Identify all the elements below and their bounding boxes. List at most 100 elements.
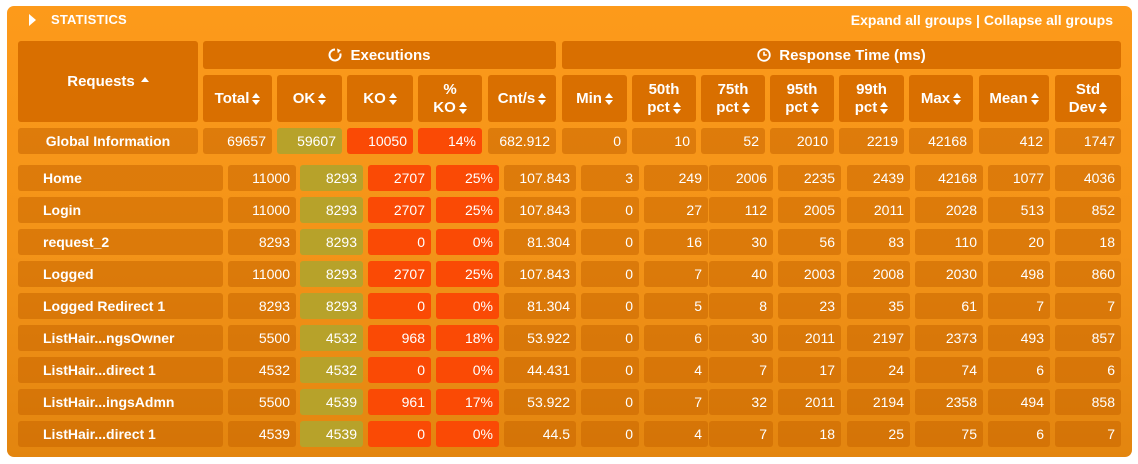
- row-min-cell: 0: [581, 229, 639, 255]
- sort-arrows-icon: [538, 92, 547, 105]
- executions-group-header: Executions: [203, 41, 556, 69]
- row-total-cell: 4539: [228, 421, 296, 447]
- global-p99-cell: 2219: [839, 128, 904, 154]
- request-name-link[interactable]: ListHair...direct 1: [18, 421, 223, 447]
- column-header-p99[interactable]: 99th pct: [839, 75, 904, 122]
- row-min-cell: 0: [581, 293, 639, 319]
- request-name-link[interactable]: Home: [18, 165, 223, 191]
- row-mean-cell: 7: [988, 293, 1050, 319]
- column-header-text: 75th: [717, 80, 749, 98]
- row-mean-cell: 6: [988, 357, 1050, 383]
- column-header-std-dev[interactable]: Std Dev: [1055, 75, 1121, 122]
- row-ko-cell: 0: [368, 421, 431, 447]
- row-p99-cell: 2008: [847, 261, 910, 287]
- requests-column-header[interactable]: Requests: [18, 41, 198, 122]
- row-cnt-cell: 107.843: [504, 197, 576, 223]
- row-std-dev-cell: 852: [1055, 197, 1121, 223]
- column-header-text: %: [443, 80, 457, 98]
- group-links: Expand all groups | Collapse all groups: [851, 12, 1113, 28]
- row-min-cell: 0: [581, 389, 639, 415]
- row-mean-cell: 498: [988, 261, 1050, 287]
- request-name-link[interactable]: request_2: [18, 229, 223, 255]
- column-header-max[interactable]: Max: [909, 75, 973, 122]
- row-cnt-cell: 107.843: [504, 165, 576, 191]
- column-header-label-max: Max: [921, 90, 962, 108]
- column-header-ok[interactable]: OK: [277, 75, 342, 122]
- row-ok-cell: 8293: [300, 165, 363, 191]
- response-time-label: Response Time (ms): [779, 46, 926, 64]
- request-name-link[interactable]: Logged Redirect 1: [18, 293, 223, 319]
- row-ko-cell: 0: [368, 293, 431, 319]
- row-total-cell: 5500: [228, 389, 296, 415]
- column-header-cnt-per-sec[interactable]: Cnt/s: [488, 75, 556, 122]
- sort-arrows-icon: [810, 101, 819, 114]
- request-name-link[interactable]: ListHair...direct 1: [18, 357, 223, 383]
- column-header-mean[interactable]: Mean: [979, 75, 1049, 122]
- column-header-p75[interactable]: 75th pct: [701, 75, 765, 122]
- row-ko-cell: 2707: [368, 197, 431, 223]
- row-min-cell: 0: [581, 197, 639, 223]
- sort-arrows-icon: [604, 92, 613, 105]
- row-p95-cell: 23: [778, 293, 841, 319]
- column-header-text: 50th: [648, 80, 680, 98]
- row-p75-cell: 112: [709, 197, 773, 223]
- column-header-text: pct: [854, 98, 878, 116]
- request-name-link[interactable]: ListHair...ngsOwner: [18, 325, 223, 351]
- row-total-cell: 11000: [228, 197, 296, 223]
- column-header-total[interactable]: Total: [203, 75, 272, 122]
- row-ko-pct-cell: 25%: [436, 261, 499, 287]
- column-header-label-std-dev: Std Dev: [1069, 81, 1108, 117]
- row-ok-cell: 4532: [300, 325, 363, 351]
- collapse-all-groups-link[interactable]: Collapse all groups: [983, 12, 1113, 28]
- row-p50-cell: 249: [644, 165, 708, 191]
- request-name-link[interactable]: Logged: [18, 261, 223, 287]
- row-ok-cell: 4539: [300, 389, 363, 415]
- global-total-cell: 69657: [203, 128, 272, 154]
- column-header-text: Std: [1075, 80, 1101, 98]
- expand-all-groups-link[interactable]: Expand all groups: [850, 12, 973, 28]
- row-ko-cell: 2707: [368, 165, 431, 191]
- requests-header-label: Requests: [67, 72, 135, 90]
- column-header-text: pct: [647, 98, 670, 116]
- column-header-ko-pct[interactable]: % KO: [418, 75, 482, 122]
- column-header-text: Mean: [989, 89, 1028, 107]
- request-name-link[interactable]: Login: [18, 197, 223, 223]
- column-header-label-min: Min: [576, 90, 613, 108]
- column-header-ko[interactable]: KO: [347, 75, 413, 122]
- row-p95-cell: 17: [778, 357, 841, 383]
- executions-label: Executions: [350, 46, 431, 64]
- row-p75-cell: 8: [709, 293, 773, 319]
- row-max-cell: 2028: [915, 197, 983, 223]
- collapse-triangle-icon[interactable]: [29, 14, 36, 26]
- column-header-label-p95: 95th pct: [785, 81, 819, 117]
- column-header-text: Total: [214, 89, 250, 107]
- row-std-dev-cell: 860: [1055, 261, 1121, 287]
- row-p75-cell: 7: [709, 357, 773, 383]
- request-name-link[interactable]: ListHair...ingsAdmn: [18, 389, 223, 415]
- row-cnt-cell: 81.304: [504, 229, 576, 255]
- global-mean-cell: 412: [979, 128, 1049, 154]
- clock-icon: [757, 48, 771, 62]
- row-p95-cell: 2011: [778, 325, 841, 351]
- global-min-cell: 0: [562, 128, 627, 154]
- row-p75-cell: 30: [709, 229, 773, 255]
- column-header-p50[interactable]: 50th pct: [632, 75, 696, 122]
- global-max-cell: 42168: [909, 128, 973, 154]
- global-ko-cell: 10050: [347, 128, 413, 154]
- row-ok-cell: 4532: [300, 357, 363, 383]
- column-header-min[interactable]: Min: [562, 75, 627, 122]
- row-p99-cell: 2011: [847, 197, 910, 223]
- column-header-label-ko-pct: % KO: [433, 81, 467, 117]
- column-header-label-ok: OK: [293, 90, 327, 108]
- sort-ascending-icon: [140, 77, 149, 82]
- global-p75-cell: 52: [701, 128, 765, 154]
- column-header-label-cnt-per-sec: Cnt/s: [498, 90, 547, 108]
- global-p95-cell: 2010: [770, 128, 834, 154]
- row-min-cell: 0: [581, 357, 639, 383]
- column-header-p95[interactable]: 95th pct: [770, 75, 834, 122]
- row-max-cell: 2373: [915, 325, 983, 351]
- row-ko-pct-cell: 25%: [436, 197, 499, 223]
- row-ok-cell: 8293: [300, 229, 363, 255]
- column-header-label-p99: 99th pct: [855, 81, 889, 117]
- row-p99-cell: 2194: [847, 389, 910, 415]
